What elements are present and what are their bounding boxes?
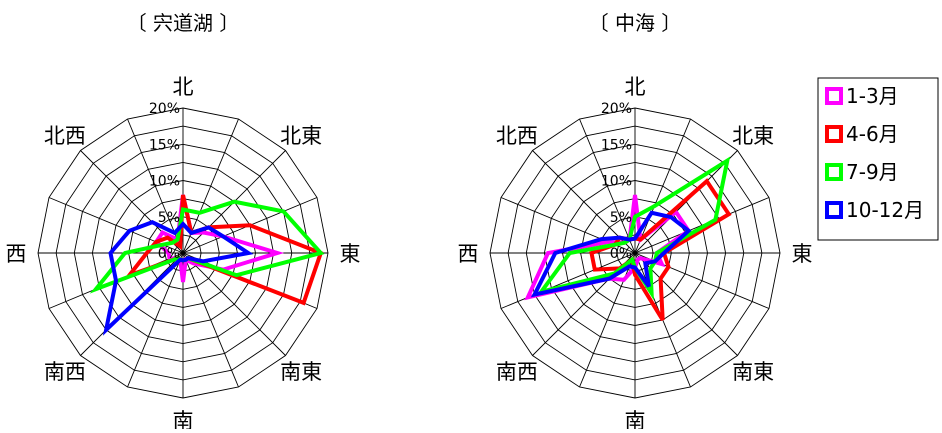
legend-swatch <box>825 125 843 143</box>
grid-spoke <box>182 252 239 388</box>
grid-spoke <box>579 252 636 388</box>
legend-label: 4-6月 <box>846 122 899 146</box>
chart-title: 〔 宍道湖 〕 <box>127 11 240 35</box>
direction-label: 北東 <box>280 124 322 148</box>
legend-label: 10-12月 <box>846 198 924 222</box>
grid-spoke <box>634 118 691 254</box>
direction-label: 東 <box>340 242 361 266</box>
series-4-6月 <box>589 178 732 322</box>
grid-spoke <box>127 252 184 388</box>
legend-swatch <box>825 87 843 105</box>
series-10-12月 <box>530 210 692 298</box>
grid-spoke <box>182 252 286 356</box>
legend: 1-3月 4-6月 7-9月 10-12月 <box>817 77 939 241</box>
direction-label: 西 <box>6 242 27 266</box>
grid-spoke <box>500 252 636 309</box>
grid-spoke <box>579 118 636 254</box>
legend-label: 1-3月 <box>846 84 899 108</box>
series-10-12月 <box>102 220 254 336</box>
direction-label: 東 <box>792 242 813 266</box>
r-tick-label: 5% <box>610 210 632 226</box>
r-tick-label: 5% <box>158 210 180 226</box>
direction-label: 南西 <box>496 360 538 384</box>
r-tick-label: 0% <box>158 246 180 262</box>
direction-label: 北 <box>625 75 646 99</box>
direction-label: 北西 <box>44 124 86 148</box>
legend-swatch <box>825 201 843 219</box>
r-tick-label: 15% <box>601 137 632 153</box>
r-tick-label: 10% <box>601 174 632 190</box>
direction-label: 南西 <box>44 360 86 384</box>
direction-label: 北 <box>173 75 194 99</box>
r-tick-label: 15% <box>149 137 180 153</box>
chart-title: 〔 中海 〕 <box>589 11 682 35</box>
legend-label: 7-9月 <box>846 160 899 184</box>
series-1-3月 <box>153 194 285 283</box>
direction-label: 北西 <box>496 124 538 148</box>
r-tick-label: 10% <box>149 174 180 190</box>
direction-label: 南東 <box>280 360 322 384</box>
direction-label: 南 <box>173 409 194 429</box>
direction-label: 南 <box>625 409 646 429</box>
r-tick-label: 0% <box>610 246 632 262</box>
r-tick-label: 20% <box>601 101 632 117</box>
direction-label: 西 <box>458 242 479 266</box>
r-tick-label: 20% <box>149 101 180 117</box>
direction-label: 北東 <box>732 124 774 148</box>
legend-swatch <box>825 163 843 181</box>
direction-label: 南東 <box>732 360 774 384</box>
